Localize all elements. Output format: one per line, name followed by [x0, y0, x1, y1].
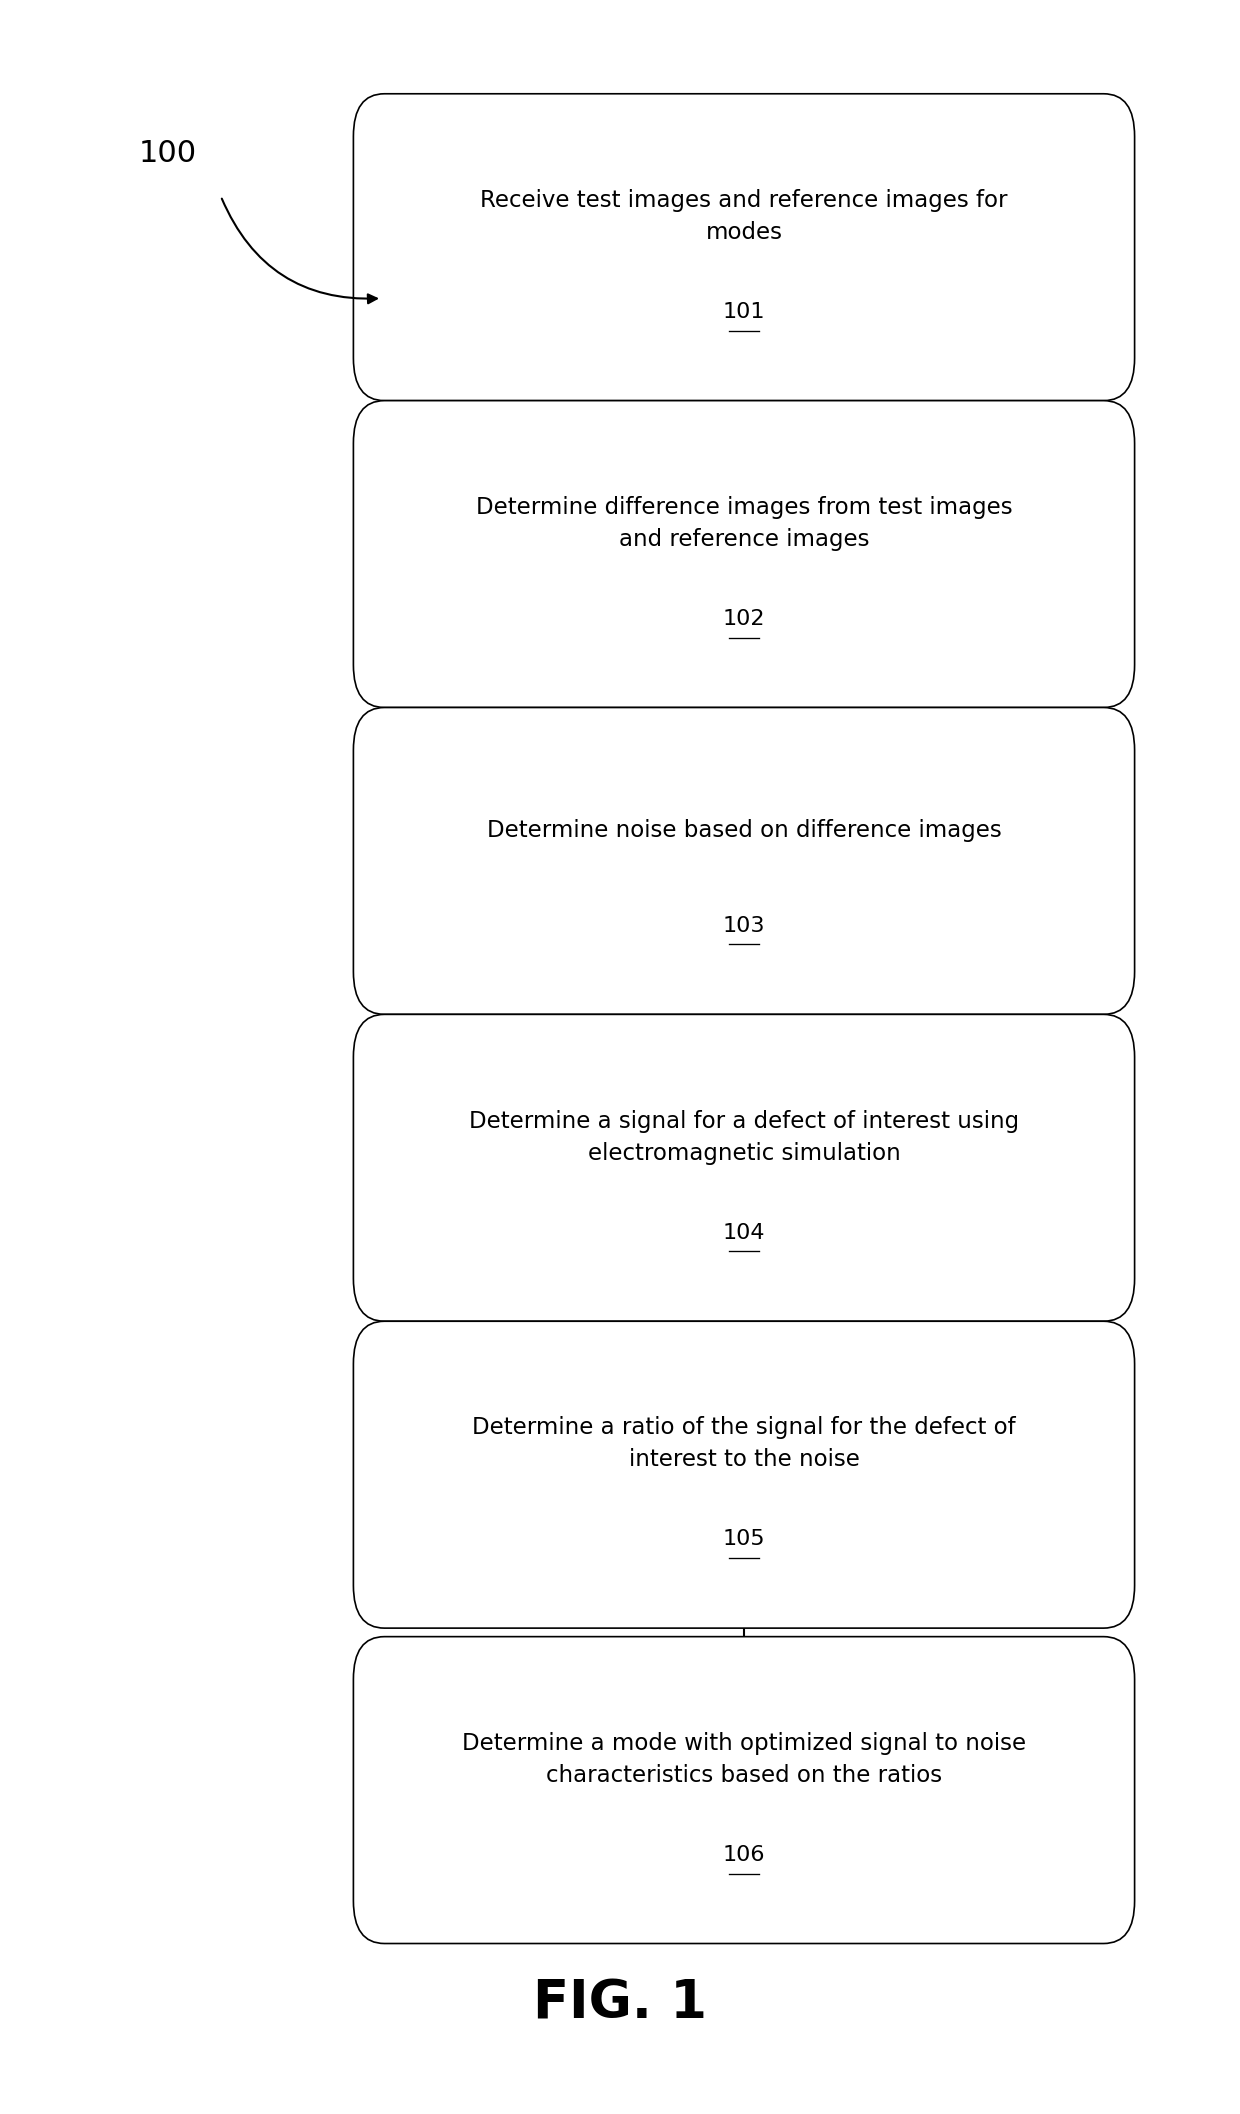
- Text: Determine noise based on difference images: Determine noise based on difference imag…: [486, 818, 1002, 841]
- Text: Determine a signal for a defect of interest using
electromagnetic simulation: Determine a signal for a defect of inter…: [469, 1110, 1019, 1165]
- Text: Determine a mode with optimized signal to noise
characteristics based on the rat: Determine a mode with optimized signal t…: [463, 1731, 1025, 1786]
- Text: Receive test images and reference images for
modes: Receive test images and reference images…: [480, 188, 1008, 243]
- FancyBboxPatch shape: [353, 1321, 1135, 1628]
- Text: 100: 100: [139, 140, 196, 167]
- Text: 101: 101: [723, 302, 765, 321]
- Text: 104: 104: [723, 1222, 765, 1243]
- Text: 102: 102: [723, 609, 765, 628]
- FancyArrowPatch shape: [222, 199, 377, 302]
- FancyBboxPatch shape: [353, 402, 1135, 708]
- Text: FIG. 1: FIG. 1: [533, 1977, 707, 2029]
- FancyBboxPatch shape: [353, 1015, 1135, 1321]
- Text: 106: 106: [723, 1846, 765, 1865]
- FancyBboxPatch shape: [353, 708, 1135, 1015]
- Text: Determine difference images from test images
and reference images: Determine difference images from test im…: [476, 497, 1012, 552]
- FancyBboxPatch shape: [353, 93, 1135, 402]
- Text: 105: 105: [723, 1528, 765, 1550]
- Text: Determine a ratio of the signal for the defect of
interest to the noise: Determine a ratio of the signal for the …: [472, 1416, 1016, 1471]
- Text: 103: 103: [723, 915, 765, 937]
- FancyBboxPatch shape: [353, 1636, 1135, 1943]
